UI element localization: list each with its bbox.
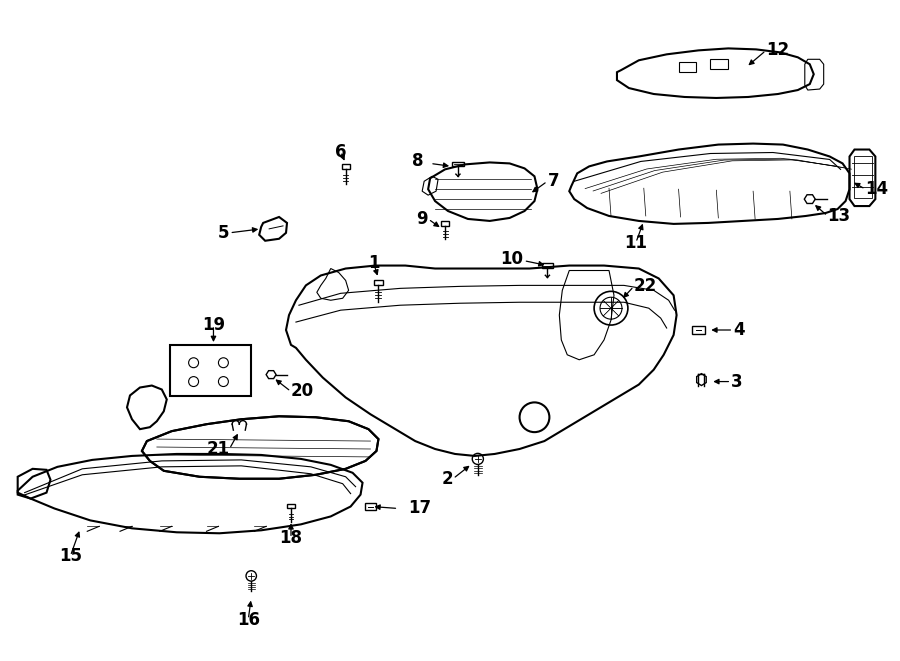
Bar bbox=[365, 503, 376, 510]
Text: 17: 17 bbox=[409, 500, 431, 518]
Text: 18: 18 bbox=[280, 529, 302, 547]
Text: 2: 2 bbox=[441, 470, 453, 488]
Bar bbox=[679, 62, 697, 72]
Text: 11: 11 bbox=[625, 234, 647, 252]
Bar bbox=[374, 280, 383, 286]
Bar bbox=[170, 345, 251, 397]
Text: 8: 8 bbox=[412, 153, 424, 171]
Bar bbox=[342, 165, 349, 169]
Bar bbox=[453, 163, 464, 167]
Text: 3: 3 bbox=[732, 373, 742, 391]
Bar bbox=[542, 264, 553, 268]
Bar bbox=[854, 157, 872, 198]
Text: 5: 5 bbox=[218, 224, 230, 242]
Text: 15: 15 bbox=[58, 547, 82, 565]
Text: 13: 13 bbox=[828, 207, 850, 225]
Text: 12: 12 bbox=[766, 42, 789, 59]
Text: 10: 10 bbox=[500, 250, 523, 268]
Bar bbox=[691, 326, 706, 334]
Text: 9: 9 bbox=[417, 210, 428, 228]
Text: 4: 4 bbox=[734, 321, 745, 339]
Bar bbox=[287, 504, 295, 508]
Text: 14: 14 bbox=[866, 180, 888, 198]
Text: 21: 21 bbox=[206, 440, 230, 458]
Text: 6: 6 bbox=[335, 143, 346, 161]
Bar bbox=[710, 59, 728, 69]
Text: 7: 7 bbox=[547, 173, 559, 190]
Text: 16: 16 bbox=[237, 611, 260, 629]
Text: 19: 19 bbox=[202, 316, 225, 334]
Text: 20: 20 bbox=[291, 383, 314, 401]
Text: 1: 1 bbox=[368, 254, 379, 272]
Text: 22: 22 bbox=[634, 278, 657, 295]
Bar bbox=[441, 221, 449, 226]
